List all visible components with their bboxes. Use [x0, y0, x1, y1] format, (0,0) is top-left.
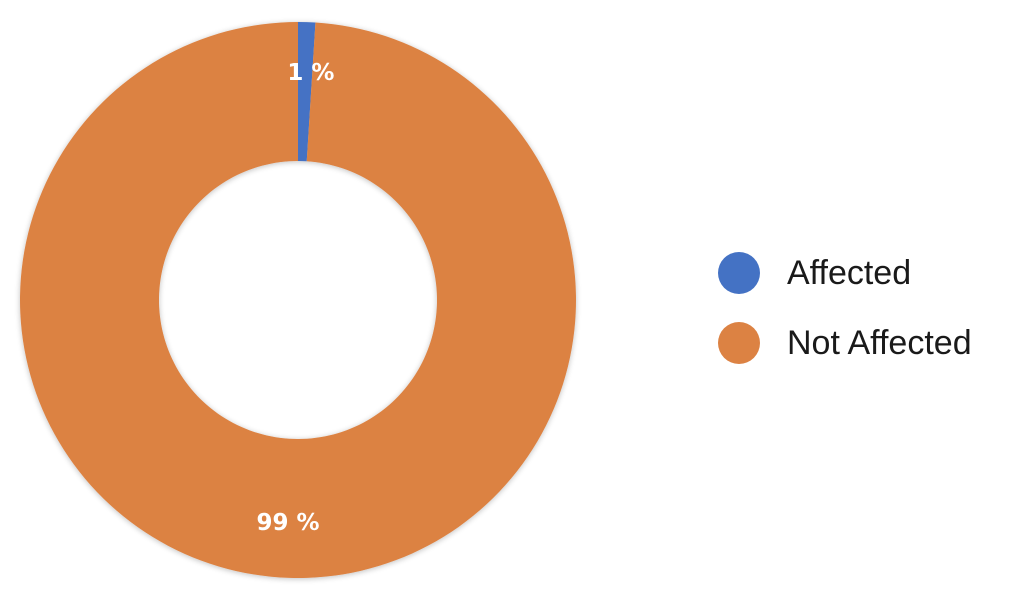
- legend-swatch-affected: [718, 252, 760, 294]
- data-label-affected: 1 %: [287, 60, 334, 86]
- donut-slice-affected: [298, 22, 316, 162]
- donut-chart: 1 % 99 %: [19, 22, 576, 578]
- donut-slice-not-affected: [19, 22, 576, 578]
- legend-label-affected: Affected: [787, 253, 912, 292]
- donut-chart-area: 1 % 99 %: [19, 22, 576, 578]
- donut-data-labels: 1 % 99 %: [256, 60, 334, 536]
- legend-item-affected: Affected: [718, 248, 1014, 298]
- legend-item-not-affected: Not Affected: [718, 318, 1014, 368]
- legend-label-not-affected: Not Affected: [787, 323, 972, 362]
- legend: Affected Not Affected: [718, 248, 1014, 388]
- donut-slices: [19, 22, 576, 578]
- data-label-not-affected: 99 %: [256, 510, 319, 536]
- legend-swatch-not-affected: [718, 322, 760, 364]
